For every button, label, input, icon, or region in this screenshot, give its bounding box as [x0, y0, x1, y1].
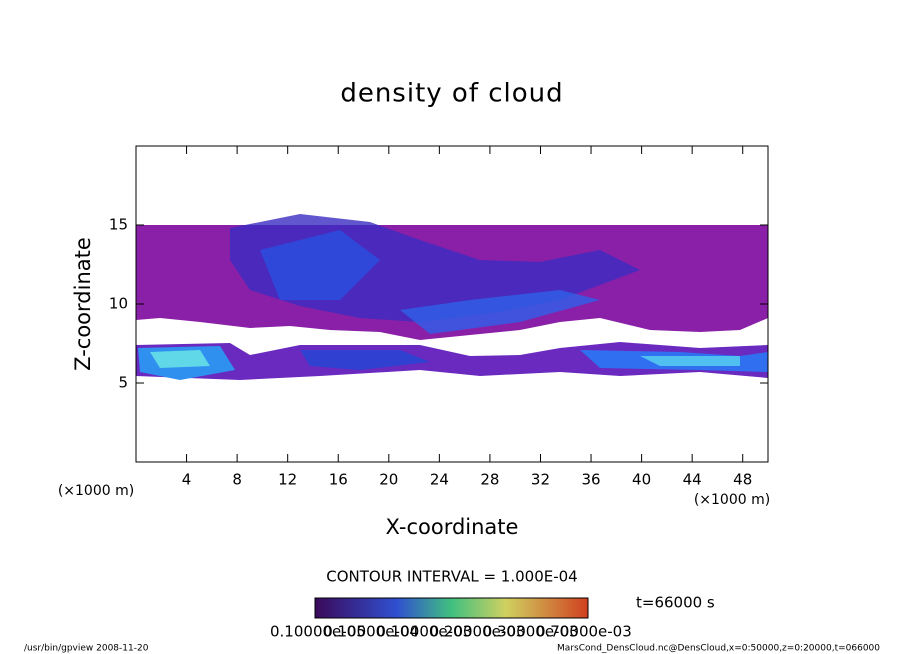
- y-tick-label: 5: [118, 374, 128, 392]
- x-tick-label: 28: [480, 471, 499, 489]
- y-unit: (×1000 m): [58, 483, 134, 499]
- y-tick-label: 15: [109, 216, 128, 234]
- x-tick-label: 48: [733, 471, 752, 489]
- y-tick-label: 10: [109, 295, 128, 313]
- x-tick-label: 8: [232, 471, 242, 489]
- x-tick-label: 12: [278, 471, 297, 489]
- x-tick-label: 40: [632, 471, 651, 489]
- x-unit: (×1000 m): [694, 492, 770, 508]
- footer-right: MarsCond_DensCloud.nc@DensCloud,x=0:5000…: [557, 644, 880, 654]
- time-label: t=66000 s: [636, 594, 715, 612]
- footer-left: /usr/bin/gpview 2008-11-20: [24, 644, 149, 654]
- colorbar: [314, 597, 589, 619]
- cloud-field: [136, 214, 768, 380]
- y-axis-label: Z-coordinate: [71, 237, 95, 371]
- x-tick-label: 44: [683, 471, 702, 489]
- colorbar-label: 0.20000e-03: [430, 623, 526, 641]
- x-tick-label: 20: [379, 471, 398, 489]
- colorbar-label: 0.10000e-03: [376, 623, 472, 641]
- chart-title: density of cloud: [340, 79, 563, 109]
- colorbar-label: 0.10000e-04: [323, 623, 419, 641]
- x-tick-label: 16: [329, 471, 348, 489]
- x-tick-label: 24: [430, 471, 449, 489]
- contour-interval: CONTOUR INTERVAL = 1.000E-04: [326, 568, 577, 586]
- colorbar-label: 0.70000e-03: [536, 623, 632, 641]
- colorbar-label: 0.10000e-05: [270, 623, 366, 641]
- x-tick-label: 4: [182, 471, 192, 489]
- x-tick-label: 36: [581, 471, 600, 489]
- colorbar-label: 0.30000e-03: [483, 623, 579, 641]
- x-axis-label: X-coordinate: [386, 515, 519, 539]
- x-tick-label: 32: [531, 471, 550, 489]
